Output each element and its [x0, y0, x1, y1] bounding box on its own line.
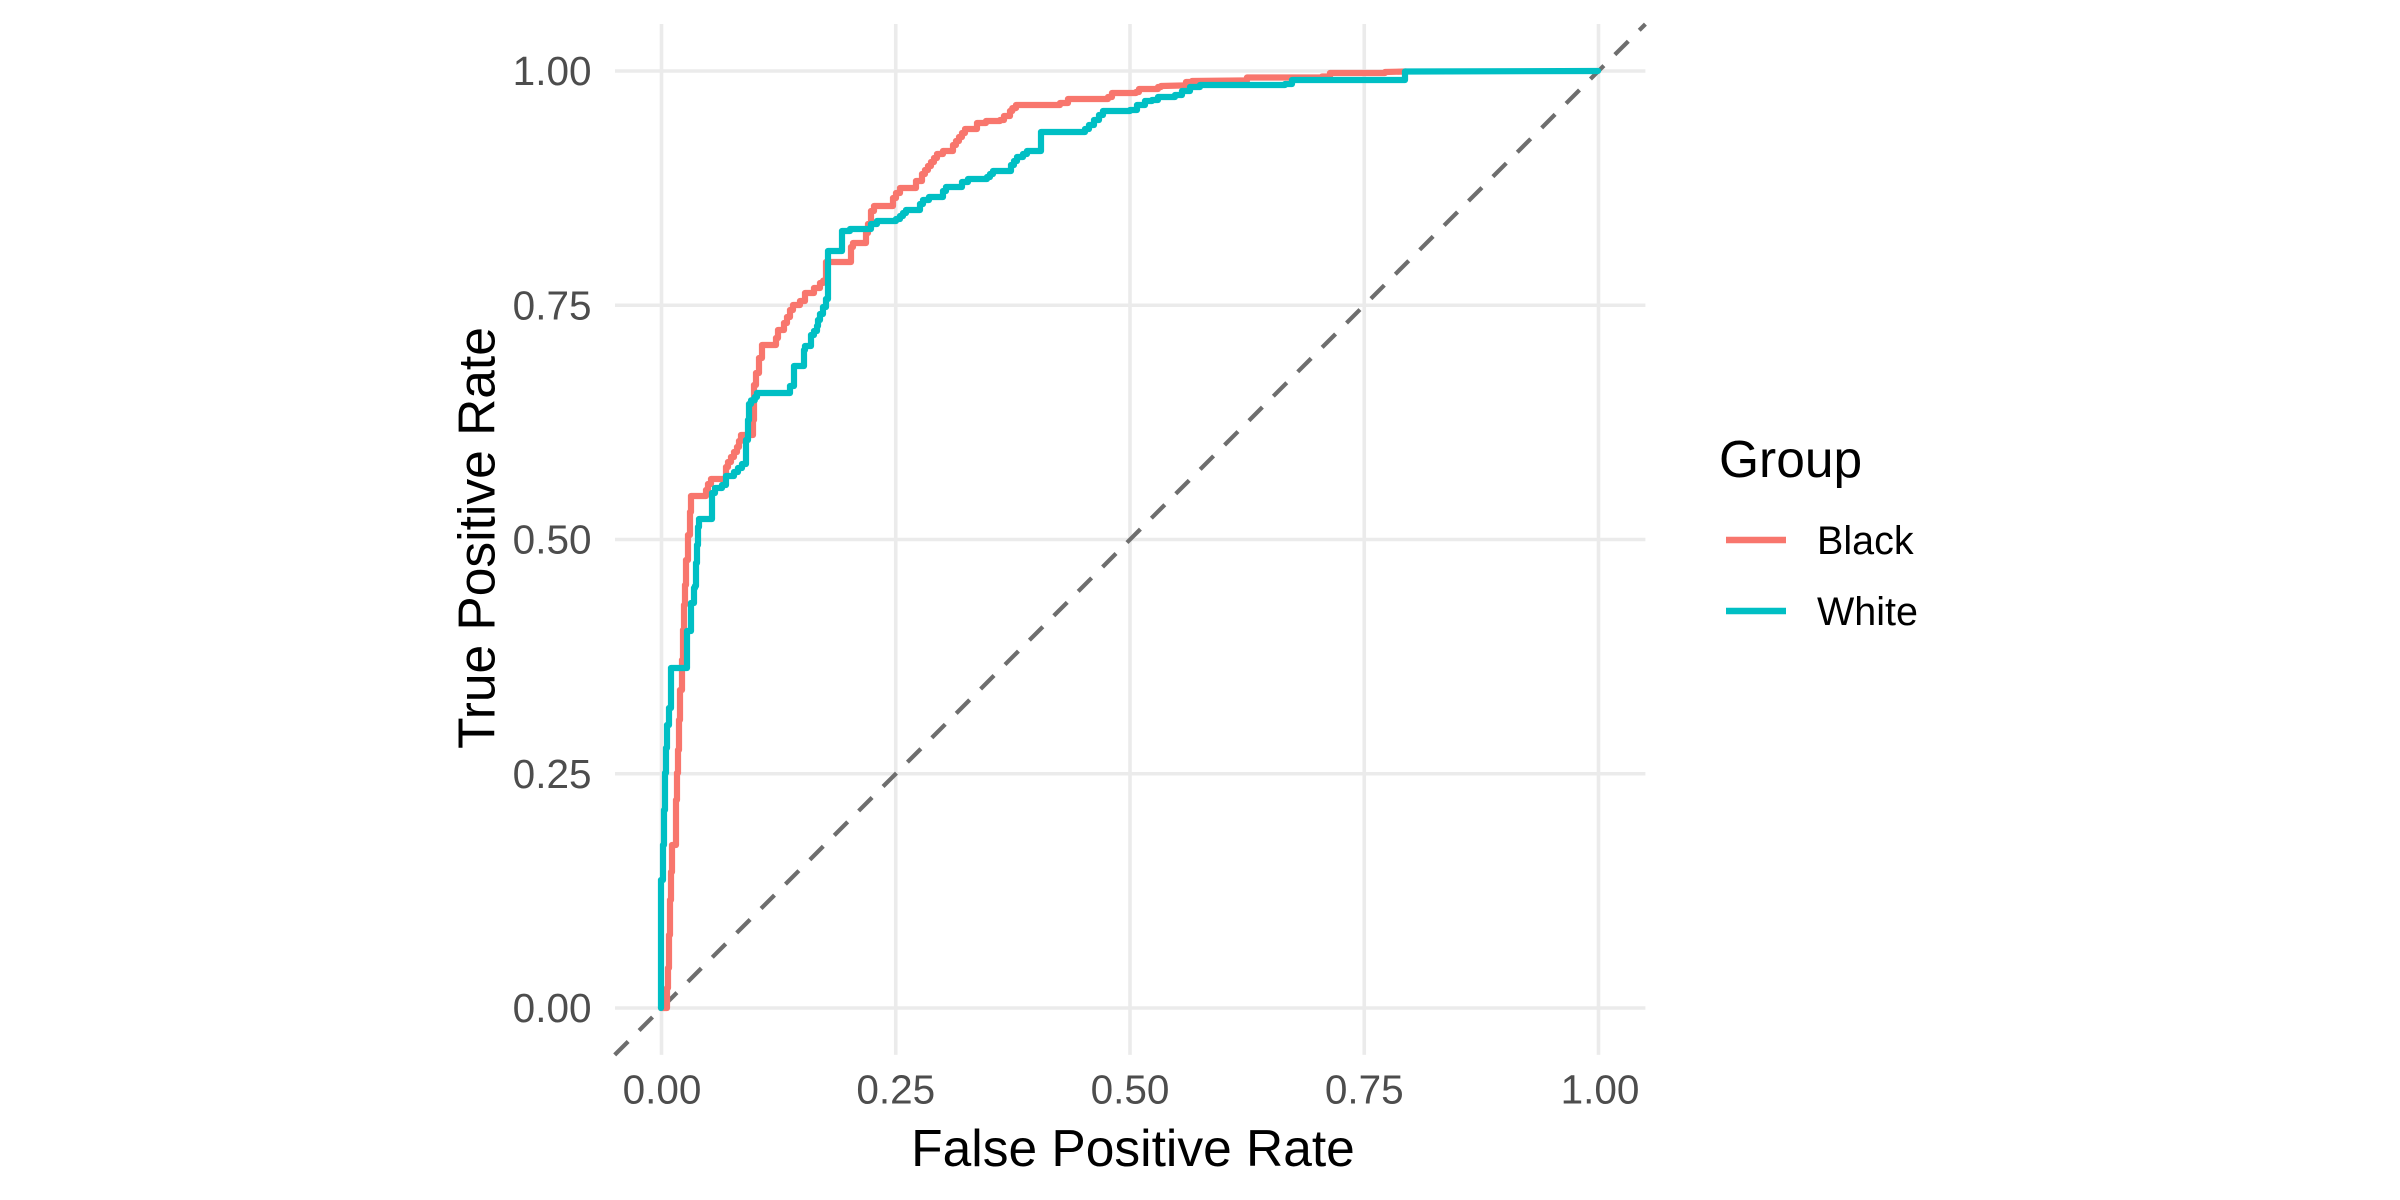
- svg-text:0.50: 0.50: [1091, 1067, 1170, 1113]
- svg-text:0.25: 0.25: [513, 751, 592, 797]
- svg-text:1.00: 1.00: [1561, 1067, 1640, 1113]
- svg-text:Black: Black: [1817, 519, 1914, 563]
- svg-text:0.25: 0.25: [856, 1067, 935, 1113]
- svg-text:Group: Group: [1719, 430, 1862, 488]
- svg-text:False Positive Rate: False Positive Rate: [911, 1119, 1355, 1177]
- svg-text:0.75: 0.75: [1325, 1067, 1404, 1113]
- svg-text:0.75: 0.75: [513, 282, 592, 328]
- svg-text:0.00: 0.00: [623, 1067, 702, 1113]
- svg-text:True Positive Rate: True Positive Rate: [448, 327, 506, 749]
- svg-text:White: White: [1817, 590, 1918, 634]
- svg-text:1.00: 1.00: [513, 48, 592, 94]
- svg-text:0.00: 0.00: [513, 985, 592, 1031]
- svg-text:0.50: 0.50: [513, 517, 592, 563]
